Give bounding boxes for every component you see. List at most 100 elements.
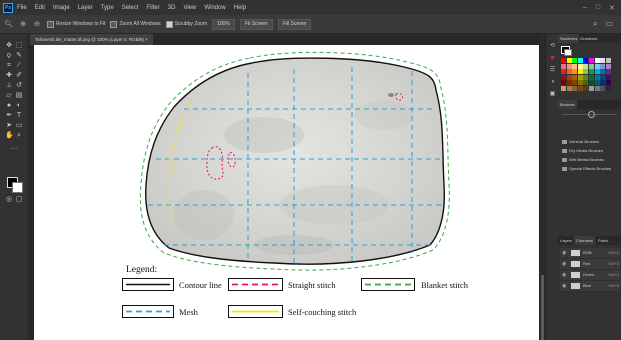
search-icon[interactable]: ⌕ (592, 19, 598, 28)
menu-image[interactable]: Image (53, 4, 70, 11)
straight-stitch-sample (232, 283, 279, 286)
more-tools-icon[interactable]: … (10, 144, 18, 151)
libraries-panel-icon[interactable]: ▣ (549, 91, 556, 97)
eyedropper-tool-icon[interactable]: ⁄ (18, 62, 20, 69)
channel-row-rgb[interactable]: ◉ RGB Ctrl+2 (560, 248, 620, 259)
channel-row-green[interactable]: ◉ Green Ctrl+4 (560, 270, 620, 281)
panel-icon-strip: ⟲ ◆ ☰ ◑ ▣ (545, 34, 559, 340)
scrollbar-thumb[interactable] (541, 275, 544, 340)
marquee-tool-icon[interactable]: ⬚ (15, 42, 23, 49)
dodge-tool-icon[interactable]: ◐ (16, 102, 22, 109)
path-select-tool-icon[interactable]: ➤ (6, 122, 12, 129)
pen-tool-icon[interactable]: ✒ (6, 112, 12, 119)
legend-label-mesh: Mesh (179, 307, 198, 317)
tab-gradients[interactable]: Gradients (580, 36, 598, 41)
brush-folder-wet[interactable]: Wet Media Brushes (562, 156, 618, 163)
document-tab[interactable]: Tarlanesh.tile_matter.tif.png @ 100% (La… (30, 34, 153, 45)
brush-size-handle[interactable] (588, 111, 595, 118)
specimen-shape (145, 58, 445, 265)
legend-label-straight: Straight stitch (288, 280, 336, 290)
menu-window[interactable]: Window (204, 4, 226, 11)
dark-spot (388, 93, 394, 97)
swatch-grid[interactable] (561, 58, 621, 92)
menu-help[interactable]: Help (233, 4, 247, 11)
clone-stamp-tool-icon[interactable]: ⊥ (5, 82, 13, 89)
menu-filter[interactable]: Filter (146, 4, 160, 11)
menu-type[interactable]: Type (100, 4, 114, 11)
checkbox-box[interactable] (165, 20, 173, 28)
menu-3d[interactable]: 3D (167, 4, 176, 11)
channel-thumbnail (571, 250, 580, 256)
zoom-out-icon[interactable]: ⊖ (34, 21, 40, 28)
zoom-tool-icon[interactable]: 🔍︎ (4, 21, 14, 28)
workspace-icon[interactable]: ▭ (605, 19, 613, 28)
straight-stitch (206, 92, 403, 180)
brush-folder-special[interactable]: Special Effects Brushes (562, 165, 618, 172)
tab-channels[interactable]: Channels (574, 236, 595, 245)
brush-folder-general[interactable]: General Brushes (562, 138, 618, 145)
properties-panel-icon[interactable]: ☰ (549, 67, 556, 73)
visibility-eye-icon[interactable]: ◉ (562, 250, 567, 256)
embroidery-diagram (139, 51, 450, 271)
bg-swatch-chip (564, 49, 572, 56)
contour-line (145, 57, 446, 265)
folder-icon (562, 140, 567, 144)
eraser-tool-icon[interactable]: ▱ (6, 92, 12, 99)
zoom-all-windows-checkbox[interactable]: Zoom All Windows (110, 20, 161, 28)
texture (174, 100, 414, 255)
fit-screen-button[interactable]: Fit Screen (239, 18, 273, 30)
zoom-in-icon[interactable]: ⊕ (20, 21, 26, 28)
self-couching-stitch (166, 98, 195, 224)
crop-tool-icon[interactable]: ⌗ (7, 62, 11, 69)
channel-row-blue[interactable]: ◉ Blue Ctrl+5 (560, 281, 620, 292)
adjustments-panel-icon[interactable]: ◑ (550, 79, 555, 85)
rectangle-tool-icon[interactable]: ▭ (15, 122, 23, 129)
history-panel-icon[interactable]: ⟲ (549, 43, 556, 49)
hand-tool-icon[interactable]: ✋ (5, 132, 14, 139)
move-tool-icon[interactable]: ✥ (6, 42, 12, 49)
tab-layers[interactable]: Layers (560, 238, 573, 243)
brush-folder-dry[interactable]: Dry Media Brushes (562, 147, 618, 154)
lasso-tool-icon[interactable]: ϙ (7, 52, 11, 59)
tab-swatches[interactable]: Swatches (558, 34, 580, 43)
channel-thumbnail (571, 283, 580, 289)
healing-brush-tool-icon[interactable]: ✚ (6, 72, 12, 79)
history-brush-tool-icon[interactable]: ↺ (16, 82, 22, 89)
type-tool-icon[interactable]: T (16, 112, 22, 119)
menu-select[interactable]: Select (121, 4, 139, 11)
menu-layer[interactable]: Layer (77, 4, 93, 11)
blur-tool-icon[interactable]: ● (6, 102, 12, 109)
document-canvas[interactable]: Legend: Contour line Straight stitch Bla… (34, 45, 539, 340)
checkbox-box[interactable] (47, 20, 54, 28)
fill-screen-button[interactable]: Fill Screen (277, 18, 312, 30)
brush-tool-icon[interactable]: ✐ (16, 72, 22, 79)
quick-mask-icon[interactable]: ◎ (5, 196, 13, 203)
maximize-icon[interactable]: □ (595, 3, 601, 11)
screen-mode-icon[interactable]: ▢ (15, 196, 23, 203)
scrubby-zoom-label: Scrubby Zoom (174, 21, 208, 27)
legend-swatch-straight (228, 278, 283, 291)
vertical-scrollbar[interactable] (540, 45, 545, 340)
checkbox-box[interactable] (110, 20, 118, 28)
zoom-tool-icon[interactable]: ⌕ (17, 132, 21, 139)
minimize-icon[interactable]: – (582, 3, 587, 11)
menu-file[interactable]: File (17, 4, 27, 11)
tab-brushes[interactable]: Brushes (558, 100, 577, 109)
close-icon[interactable]: ✕ (609, 4, 615, 12)
color-panel-icon[interactable]: ◆ (550, 55, 555, 61)
menu-view[interactable]: View (183, 4, 197, 11)
layers-panel-tabs: Layers Channels Paths (558, 236, 621, 245)
zoom-100-button[interactable]: 100% (212, 18, 235, 30)
background-color-swatch[interactable] (12, 182, 23, 193)
tab-paths[interactable]: Paths (598, 238, 609, 243)
channel-row-red[interactable]: ◉ Red Ctrl+3 (560, 259, 620, 270)
menu-edit[interactable]: Edit (34, 4, 46, 11)
resize-windows-checkbox[interactable]: Resize Windows to Fit (47, 20, 105, 28)
scrubby-zoom-checkbox[interactable]: Scrubby Zoom (165, 20, 208, 28)
gradient-tool-icon[interactable]: ▤ (15, 92, 23, 99)
self-couching-sample (232, 310, 279, 313)
visibility-eye-icon[interactable]: ◉ (562, 283, 567, 289)
quick-select-tool-icon[interactable]: ✎ (16, 52, 22, 59)
visibility-eye-icon[interactable]: ◉ (562, 261, 567, 267)
visibility-eye-icon[interactable]: ◉ (562, 272, 567, 278)
